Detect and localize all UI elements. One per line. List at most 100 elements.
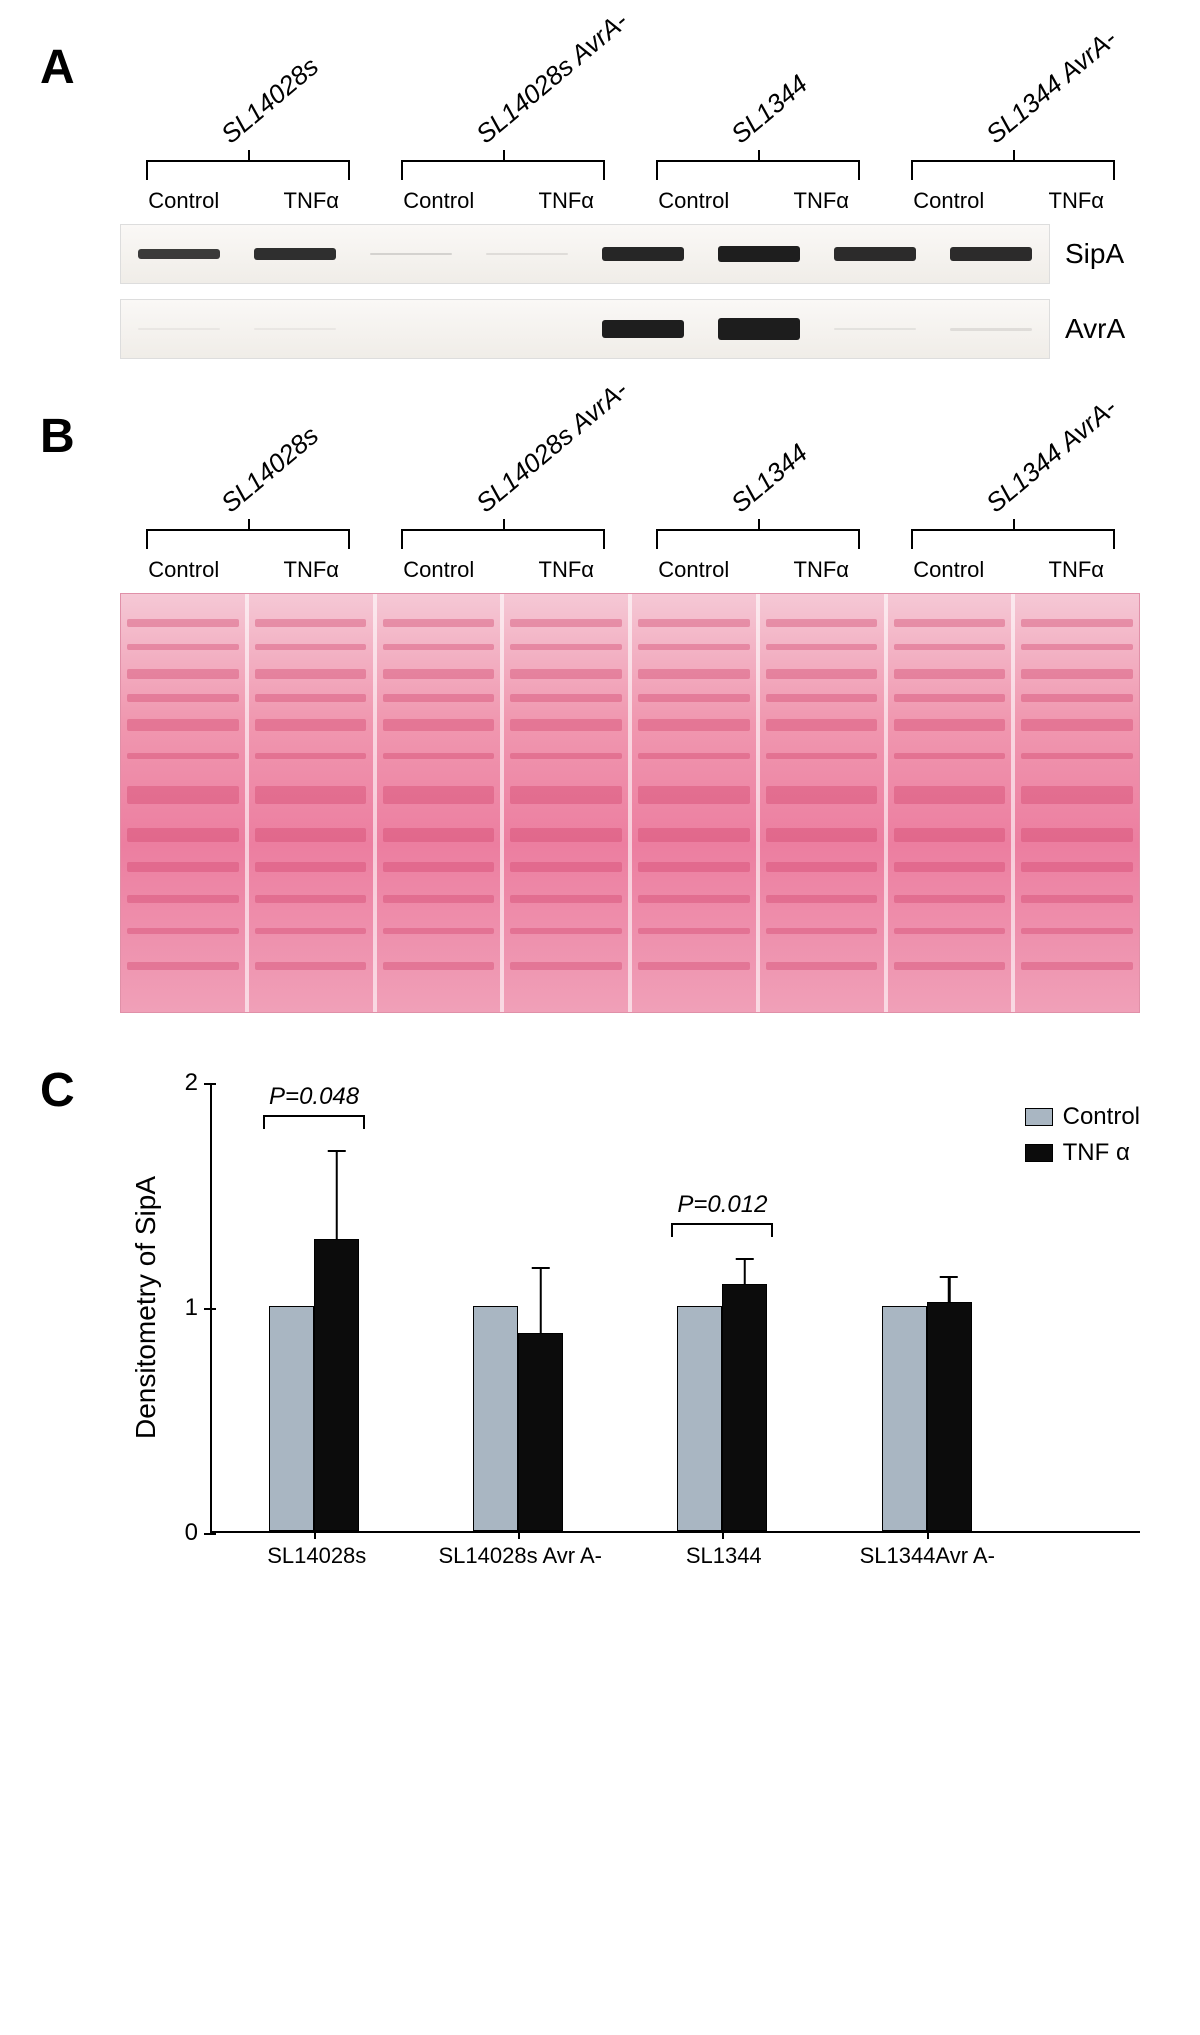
ponceau-band (766, 644, 877, 650)
ponceau-band (1021, 619, 1132, 627)
ponceau-band (383, 619, 494, 627)
y-tick-label: 2 (185, 1069, 198, 1097)
ponceau-lane (888, 594, 1016, 1012)
ponceau-band (383, 928, 494, 934)
strain-group: SL1344 (630, 419, 885, 549)
bracket-icon (656, 160, 860, 180)
ponceau-band (255, 862, 366, 872)
strain-label: SL14028s (215, 51, 325, 150)
ponceau-band (894, 719, 1005, 731)
blot-band (834, 247, 915, 261)
ponceau-band (766, 694, 877, 702)
ponceau-band (766, 928, 877, 934)
strain-group: SL1344 AvrA- (885, 419, 1140, 549)
ponceau-band (638, 753, 749, 759)
ponceau-lane (121, 594, 249, 1012)
bracket-icon (401, 529, 605, 549)
chart-area: Densitometry of SipA 012 P=0.048P=0.012 (120, 1083, 1140, 1533)
ponceau-band (255, 786, 366, 804)
ponceau-band (638, 644, 749, 650)
ponceau-band (510, 862, 621, 872)
y-tick (204, 1533, 216, 1535)
ponceau-band (510, 828, 621, 842)
blot-lane (817, 300, 933, 358)
ponceau-band (766, 786, 877, 804)
ponceau-band (766, 719, 877, 731)
p-bracket (263, 1115, 365, 1129)
ponceau-band (638, 786, 749, 804)
ponceau-band (766, 619, 877, 627)
control-bar (882, 1306, 927, 1531)
ponceau-band (894, 962, 1005, 970)
p-value-label: P=0.012 (677, 1191, 767, 1219)
ponceau-gel (120, 593, 1140, 1013)
ponceau-band (1021, 928, 1132, 934)
condition-label: Control (120, 188, 248, 214)
blot-lane (585, 225, 701, 283)
bracket-icon (911, 529, 1115, 549)
ponceau-band (127, 828, 238, 842)
condition-label: TNFα (1013, 557, 1141, 583)
condition-label: Control (885, 188, 1013, 214)
p-bracket (671, 1223, 773, 1237)
x-axis-label: SL14028s (215, 1543, 419, 1569)
ponceau-band (1021, 962, 1132, 970)
ponceau-band (766, 962, 877, 970)
blot-band (834, 328, 915, 330)
sipA-blot-row: SipA (120, 224, 1140, 284)
x-axis-label: SL1344Avr A- (826, 1543, 1030, 1569)
ponceau-band (383, 694, 494, 702)
condition-label: Control (375, 557, 503, 583)
blot-band (950, 247, 1031, 261)
error-bar (744, 1258, 747, 1285)
x-tick (927, 1531, 929, 1539)
x-tick (314, 1531, 316, 1539)
condition-label: TNFα (503, 188, 631, 214)
p-value-label: P=0.048 (269, 1083, 359, 1111)
panel-b: B SL14028s SL14028s AvrA- SL1344 SL1344 … (60, 409, 1140, 1013)
condition-label: Control (630, 188, 758, 214)
blot-band (486, 253, 567, 255)
blot-lane (237, 225, 353, 283)
ponceau-band (1021, 895, 1132, 903)
bracket-icon (656, 529, 860, 549)
blot-lane (469, 225, 585, 283)
y-tick-label: 0 (185, 1519, 198, 1547)
ponceau-band (510, 928, 621, 934)
ponceau-band (510, 786, 621, 804)
ponceau-band (894, 786, 1005, 804)
ponceau-band (383, 862, 494, 872)
bracket-icon (146, 529, 350, 549)
bar-group (416, 1083, 620, 1531)
condition-label: Control (375, 188, 503, 214)
x-axis-label: SL14028s Avr A- (419, 1543, 623, 1569)
error-cap (532, 1267, 550, 1270)
bracket-icon (401, 160, 605, 180)
blot-lane (701, 225, 817, 283)
ponceau-band (255, 928, 366, 934)
y-axis: 012 (162, 1083, 212, 1533)
condition-label: TNFα (248, 188, 376, 214)
ponceau-band (383, 753, 494, 759)
blot-lane (353, 300, 469, 358)
ponceau-band (127, 719, 238, 731)
ponceau-band (127, 694, 238, 702)
blot-lane (701, 300, 817, 358)
ponceau-band (510, 719, 621, 731)
ponceau-lane (1015, 594, 1139, 1012)
ponceau-band (894, 753, 1005, 759)
ponceau-band (255, 895, 366, 903)
ponceau-band (127, 619, 238, 627)
panel-a-content: SL14028s SL14028s AvrA- SL1344 SL1344 Av… (120, 40, 1140, 359)
control-bar (269, 1306, 314, 1531)
ponceau-band (894, 928, 1005, 934)
panel-c: C Control TNF α Densitometry of SipA 012… (60, 1063, 1140, 1569)
control-bar (473, 1306, 518, 1531)
plot-area: P=0.048 P=0.012 (212, 1083, 1140, 1533)
x-axis-labels: SL14028sSL14028s Avr A-SL1344SL1344Avr A… (215, 1543, 1140, 1569)
ponceau-band (255, 619, 366, 627)
ponceau-band (383, 962, 494, 970)
ponceau-band (1021, 862, 1132, 872)
ponceau-band (638, 928, 749, 934)
ponceau-band (1021, 669, 1132, 679)
